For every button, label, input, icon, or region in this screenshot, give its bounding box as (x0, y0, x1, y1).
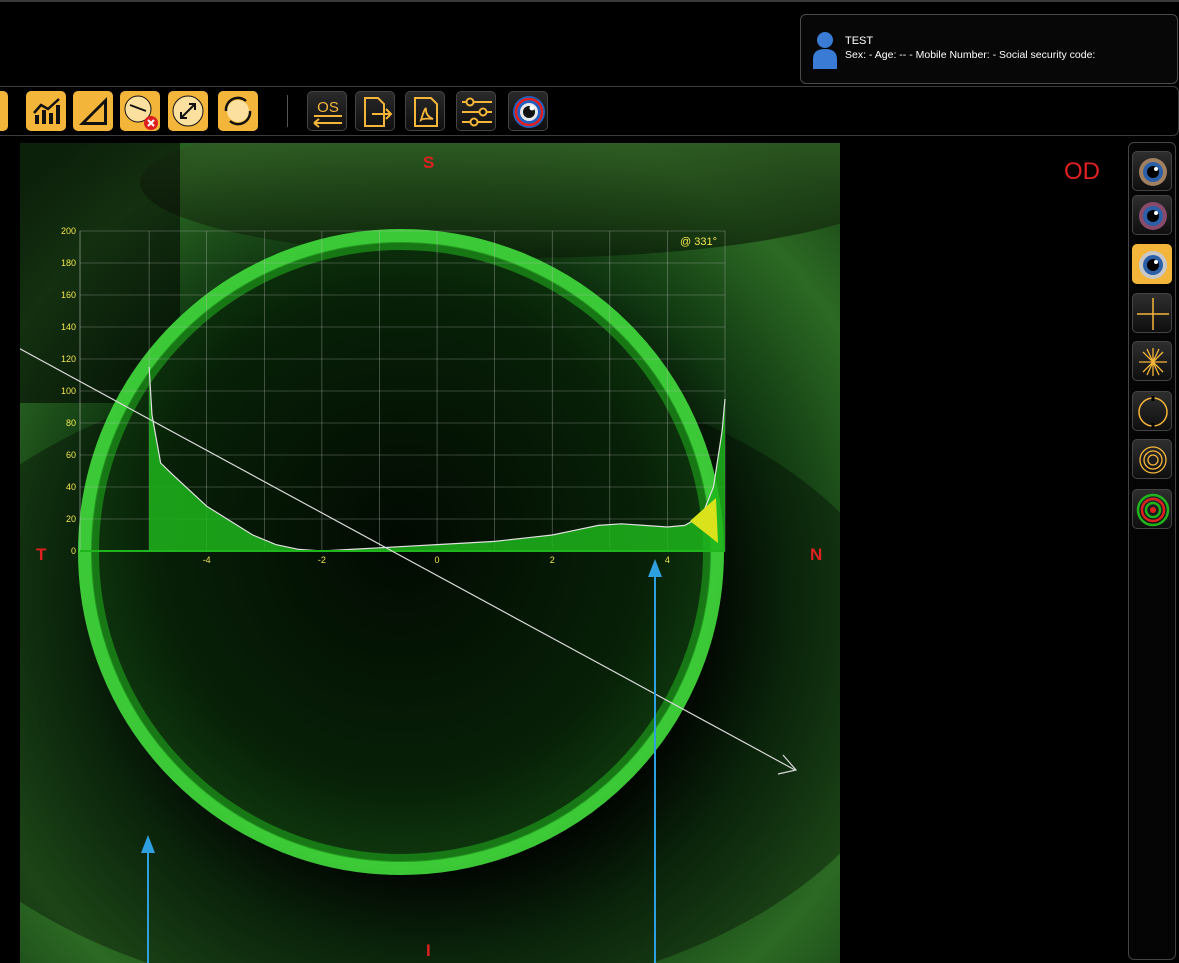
section-arrowhead (777, 754, 798, 775)
eye-image-icon-2 (1139, 202, 1167, 230)
y-tick-label: 0 (71, 546, 76, 556)
label-temporal: T (36, 545, 47, 564)
partial-tool-icon (0, 91, 8, 131)
y-tick-label: 200 (61, 226, 76, 236)
x-tick-label: -2 (318, 555, 326, 565)
x-tick-label: 4 (665, 555, 670, 565)
ruler-button[interactable] (73, 91, 113, 131)
export-icon (364, 97, 393, 127)
expand-icon (172, 95, 204, 127)
settings-button[interactable] (456, 91, 496, 131)
y-tick-label: 140 (61, 322, 76, 332)
red-green-rings-button[interactable] (1132, 489, 1172, 529)
section-line (20, 348, 796, 771)
main-toolbar: OS (0, 86, 1179, 136)
eye-image-button-2[interactable] (1132, 195, 1172, 235)
user-avatar-icon (813, 32, 837, 69)
pdf-icon (414, 97, 438, 127)
patient-card[interactable]: TEST Sex: - Age: -- - Mobile Number: - S… (800, 14, 1178, 84)
delete-measure-button[interactable] (120, 91, 160, 131)
rotate-icon (224, 96, 252, 126)
angle-pointer (690, 498, 718, 543)
overlay-panel (1128, 142, 1176, 960)
label-superior: S (423, 153, 435, 172)
y-tick-label: 120 (61, 354, 76, 364)
eye-image-button-3[interactable] (1132, 244, 1172, 284)
label-nasal: N (810, 545, 823, 564)
y-tick-label: 80 (66, 418, 76, 428)
os-switch-icon: OS (313, 99, 342, 128)
expand-button[interactable] (168, 91, 208, 131)
x-tick-label: 0 (435, 555, 440, 565)
thickness-line (148, 366, 726, 552)
eye-image[interactable]: 0 20 40 60 80 100 120 140 160 180 200 -4 -2 0 2 4 @ 331° (20, 143, 840, 963)
y-tick-label: 60 (66, 450, 76, 460)
circle-quadrants-button[interactable] (1132, 391, 1172, 431)
radial-lines-button[interactable] (1132, 341, 1172, 381)
patient-info: Sex: - Age: -- - Mobile Number: - Social… (845, 49, 1096, 61)
label-inferior: I (426, 941, 431, 960)
os-switch-button[interactable]: OS (307, 91, 347, 131)
delete-measure-icon (124, 95, 158, 130)
radial-lines-icon (1139, 348, 1167, 376)
rotate-button[interactable] (218, 91, 258, 131)
export-button[interactable] (355, 91, 395, 131)
topography-viewer[interactable]: 0 20 40 60 80 100 120 140 160 180 200 -4 -2 0 2 4 @ 331°… (20, 143, 840, 963)
toolbar-separator (287, 95, 288, 127)
eye-image-icon-3 (1139, 251, 1167, 279)
chart-icon (33, 98, 60, 124)
top-bar: TEST Sex: - Age: -- - Mobile Number: - S… (0, 0, 1179, 86)
eye-image-icon-1 (1139, 158, 1167, 186)
circle-quadrants-icon (1138, 396, 1168, 428)
blue-arrowhead-right (648, 559, 662, 577)
eye-view-icon (513, 96, 545, 128)
ruler-icon (79, 97, 107, 125)
concentric-rings-button[interactable] (1132, 439, 1172, 479)
eye-image-button-1[interactable] (1132, 151, 1172, 191)
y-tick-label: 100 (61, 386, 76, 396)
pdf-button[interactable] (405, 91, 445, 131)
x-tick-label: 2 (550, 555, 555, 565)
crosshair-button[interactable] (1132, 293, 1172, 333)
blue-arrowhead-left (141, 835, 155, 853)
y-tick-label: 20 (66, 514, 76, 524)
eye-view-button[interactable] (508, 91, 548, 131)
eye-side-label: OD (1064, 158, 1100, 185)
red-green-rings-icon (1136, 493, 1170, 527)
x-tick-label: -4 (203, 555, 211, 565)
settings-sliders-icon (462, 97, 492, 127)
crosshair-icon (1137, 298, 1169, 330)
thickness-area (149, 367, 725, 551)
concentric-rings-icon (1139, 446, 1167, 474)
y-tick-label: 180 (61, 258, 76, 268)
y-tick-label: 160 (61, 290, 76, 300)
os-label: OS (317, 99, 339, 116)
thickness-chart: 0 20 40 60 80 100 120 140 160 180 200 -4 -2 0 2 4 @ 331° (20, 226, 798, 963)
y-tick-label: 40 (66, 482, 76, 492)
chart-button[interactable] (26, 91, 66, 131)
angle-label: @ 331° (680, 236, 717, 248)
patient-name: TEST (845, 35, 874, 47)
partial-tool-button[interactable] (0, 91, 8, 131)
